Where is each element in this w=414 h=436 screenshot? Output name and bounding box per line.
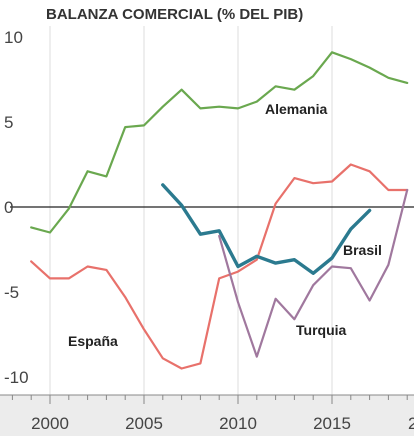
series-lines: [30, 51, 409, 370]
x-axis: 2000 2005 2010 2015 2: [0, 394, 414, 436]
series-line-2: [161, 183, 372, 275]
chart-title: BALANZA COMERCIAL (% DEL PIB): [46, 6, 303, 23]
x-tick-label: 2015: [313, 414, 351, 433]
y-tick-label: 10: [4, 28, 23, 47]
series-line-1: [30, 163, 409, 370]
series-label: Alemania: [265, 101, 327, 117]
x-tick-label: 2005: [125, 414, 163, 433]
series-label: Brasil: [343, 242, 382, 258]
series-label: Turquia: [296, 322, 347, 338]
y-tick-label: -5: [4, 283, 19, 302]
series-labels: Alemania España Brasil Turquia: [68, 101, 382, 349]
x-tick-label: 2: [408, 414, 414, 433]
gridlines: [10, 26, 414, 395]
series-line-3: [218, 188, 409, 358]
x-tick-label: 2000: [31, 414, 69, 433]
y-axis-ticks: 10 5 0 -5 -10: [4, 28, 29, 387]
x-tick-label: 2010: [219, 414, 257, 433]
series-line-0: [30, 51, 409, 234]
y-tick-label: 5: [4, 113, 13, 132]
y-tick-label: 0: [4, 198, 13, 217]
series-label: España: [68, 333, 118, 349]
x-axis-band: [0, 395, 414, 436]
y-tick-label: -10: [4, 368, 29, 387]
